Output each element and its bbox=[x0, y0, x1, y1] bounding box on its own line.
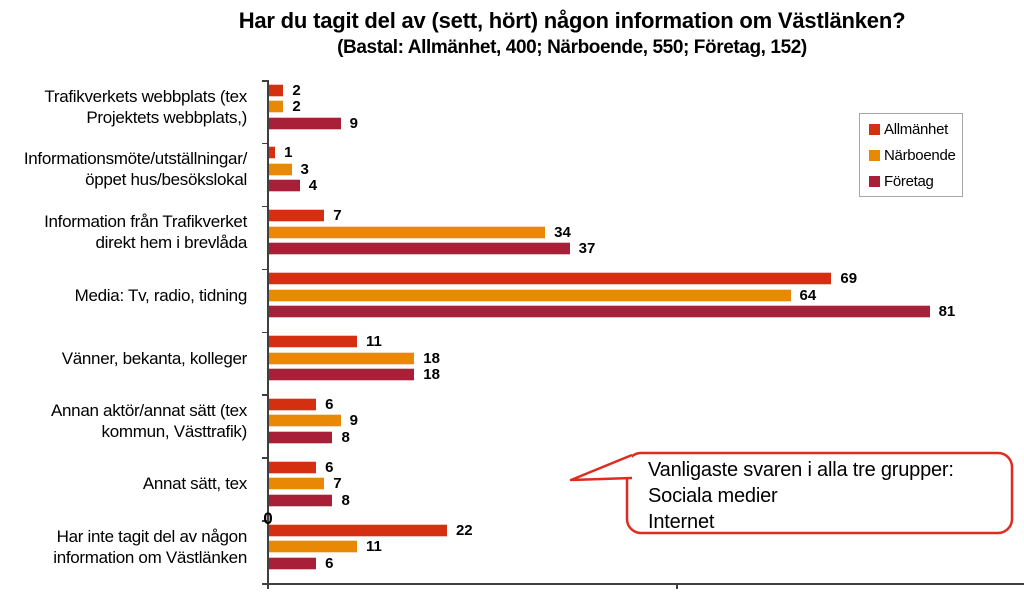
bar-närboende bbox=[267, 100, 284, 113]
y-axis-tick bbox=[262, 331, 267, 333]
category-label: Trafikverkets webbplats (tex Projektets w… bbox=[44, 86, 247, 127]
x-axis-tick bbox=[267, 583, 269, 589]
bar-företag bbox=[267, 493, 333, 507]
y-axis-tick bbox=[262, 583, 267, 585]
value-label: 11 bbox=[365, 333, 382, 350]
bar-närboende bbox=[267, 162, 292, 176]
category-label: Vänner, bekanta, kolleger bbox=[61, 348, 248, 368]
bar-företag bbox=[267, 368, 415, 381]
value-label: 37 bbox=[578, 240, 596, 258]
value-label: 7 bbox=[333, 475, 342, 493]
value-label: 4 bbox=[308, 177, 318, 195]
value-label: 3 bbox=[300, 160, 309, 178]
x-axis-tick bbox=[676, 583, 678, 589]
value-label: 22 bbox=[455, 521, 473, 539]
callout-text: Vanligaste svaren i alla tre grupper: So… bbox=[648, 457, 1008, 535]
y-axis-line bbox=[267, 80, 269, 583]
category-row: Har inte tagit del av någon information o… bbox=[0, 520, 1024, 583]
legend-item-narboende: Närboende bbox=[869, 147, 962, 164]
plot-area: Trafikverkets webbplats (tex Projektets w… bbox=[0, 80, 1024, 589]
legend-label: Närboende bbox=[884, 146, 956, 164]
y-axis-tick bbox=[262, 457, 267, 459]
legend: Allmänhet Närboende Företag bbox=[859, 113, 963, 197]
value-label: 6 bbox=[325, 395, 334, 413]
value-label: 1 bbox=[284, 144, 293, 162]
value-label: 2 bbox=[292, 98, 301, 115]
category-label: Information från Trafikverket direkt hem … bbox=[44, 212, 247, 253]
category-row: Vänner, bekanta, kolleger 11 18 18 bbox=[0, 332, 1024, 395]
chart-title: Har du tagit del av (sett, hört) någon i… bbox=[238, 8, 906, 33]
legend-swatch-allmanhet bbox=[869, 123, 880, 135]
y-axis-tick bbox=[262, 394, 267, 396]
legend-swatch-narboende bbox=[869, 149, 880, 161]
callout-line: Sociala medier bbox=[648, 485, 778, 507]
bar-företag bbox=[267, 116, 341, 130]
bar-allmänhet bbox=[267, 83, 284, 97]
value-label: 69 bbox=[840, 270, 858, 288]
bar-allmänhet bbox=[267, 460, 317, 474]
value-label: 7 bbox=[333, 207, 342, 225]
bar-närboende bbox=[267, 288, 791, 302]
bar-företag bbox=[267, 430, 333, 444]
legend-swatch-foretag bbox=[869, 175, 880, 187]
category-row: Annan aktör/annat sätt (tex kommun, Västt… bbox=[0, 394, 1024, 457]
bar-närboende bbox=[267, 225, 546, 239]
value-label: 18 bbox=[423, 349, 440, 367]
bar-närboende bbox=[267, 540, 357, 554]
bar-företag bbox=[267, 179, 300, 193]
category-row: Trafikverkets webbplats (tex Projektets w… bbox=[0, 80, 1024, 143]
bar-allmänhet bbox=[267, 397, 317, 411]
legend-item-allmanhet: Allmänhet bbox=[869, 121, 962, 138]
bar-företag bbox=[267, 242, 570, 256]
value-label: 81 bbox=[938, 303, 956, 321]
category-row: Annat sätt, tex 6 7 8 bbox=[0, 457, 1024, 520]
category-label: Annat sätt, tex bbox=[142, 474, 247, 494]
category-label: Media: Tv, radio, tidning bbox=[74, 285, 248, 305]
category-row: Information från Trafikverket direkt hem … bbox=[0, 206, 1024, 269]
bar-närboende bbox=[267, 414, 341, 428]
category-row: Informationsmöte/utställningar/öppet hus… bbox=[0, 143, 1024, 206]
y-axis-tick bbox=[262, 142, 267, 145]
value-label: 9 bbox=[349, 412, 358, 430]
value-label: 6 bbox=[325, 458, 334, 476]
bar-allmänhet bbox=[267, 209, 325, 223]
value-label: 18 bbox=[423, 366, 440, 383]
y-axis-tick bbox=[262, 205, 267, 208]
value-label: 6 bbox=[325, 554, 334, 572]
x-axis-tick-label-0: 0 bbox=[263, 509, 273, 528]
value-label: 8 bbox=[341, 491, 350, 509]
y-axis-tick bbox=[262, 520, 267, 522]
y-axis-tick bbox=[262, 268, 267, 271]
bar-allmänhet bbox=[267, 272, 832, 286]
legend-item-foretag: Företag bbox=[869, 173, 962, 190]
legend-label: Allmänhet bbox=[884, 120, 949, 138]
value-label: 34 bbox=[554, 223, 571, 241]
y-axis-tick bbox=[262, 80, 267, 82]
bar-företag bbox=[267, 305, 930, 319]
value-label: 11 bbox=[365, 538, 382, 556]
category-label: Informationsmöte/utställningar/öppet hus… bbox=[23, 149, 247, 190]
x-axis-line bbox=[267, 583, 1024, 585]
callout-line: Vanligaste svaren i alla tre grupper: bbox=[648, 459, 954, 481]
value-label: 9 bbox=[349, 114, 358, 132]
value-label: 64 bbox=[799, 286, 817, 304]
bar-allmänhet bbox=[267, 523, 447, 537]
value-label: 2 bbox=[292, 81, 301, 99]
bar-företag bbox=[267, 556, 317, 570]
bar-allmänhet bbox=[267, 146, 276, 160]
bar-allmänhet bbox=[267, 335, 357, 348]
category-label: Har inte tagit del av någon information o… bbox=[53, 526, 247, 567]
bar-närboende bbox=[267, 477, 325, 491]
value-label: 8 bbox=[341, 428, 350, 446]
chart-subtitle: (Bastal: Allmänhet, 400; Närboende, 550;… bbox=[337, 37, 807, 58]
callout-line: Internet bbox=[648, 511, 715, 533]
legend-label: Företag bbox=[884, 172, 934, 190]
category-label: Annan aktör/annat sätt (tex kommun, Västt… bbox=[50, 400, 247, 441]
bar-närboende bbox=[267, 351, 415, 365]
category-row: Media: Tv, radio, tidning 69 64 81 bbox=[0, 269, 1024, 332]
